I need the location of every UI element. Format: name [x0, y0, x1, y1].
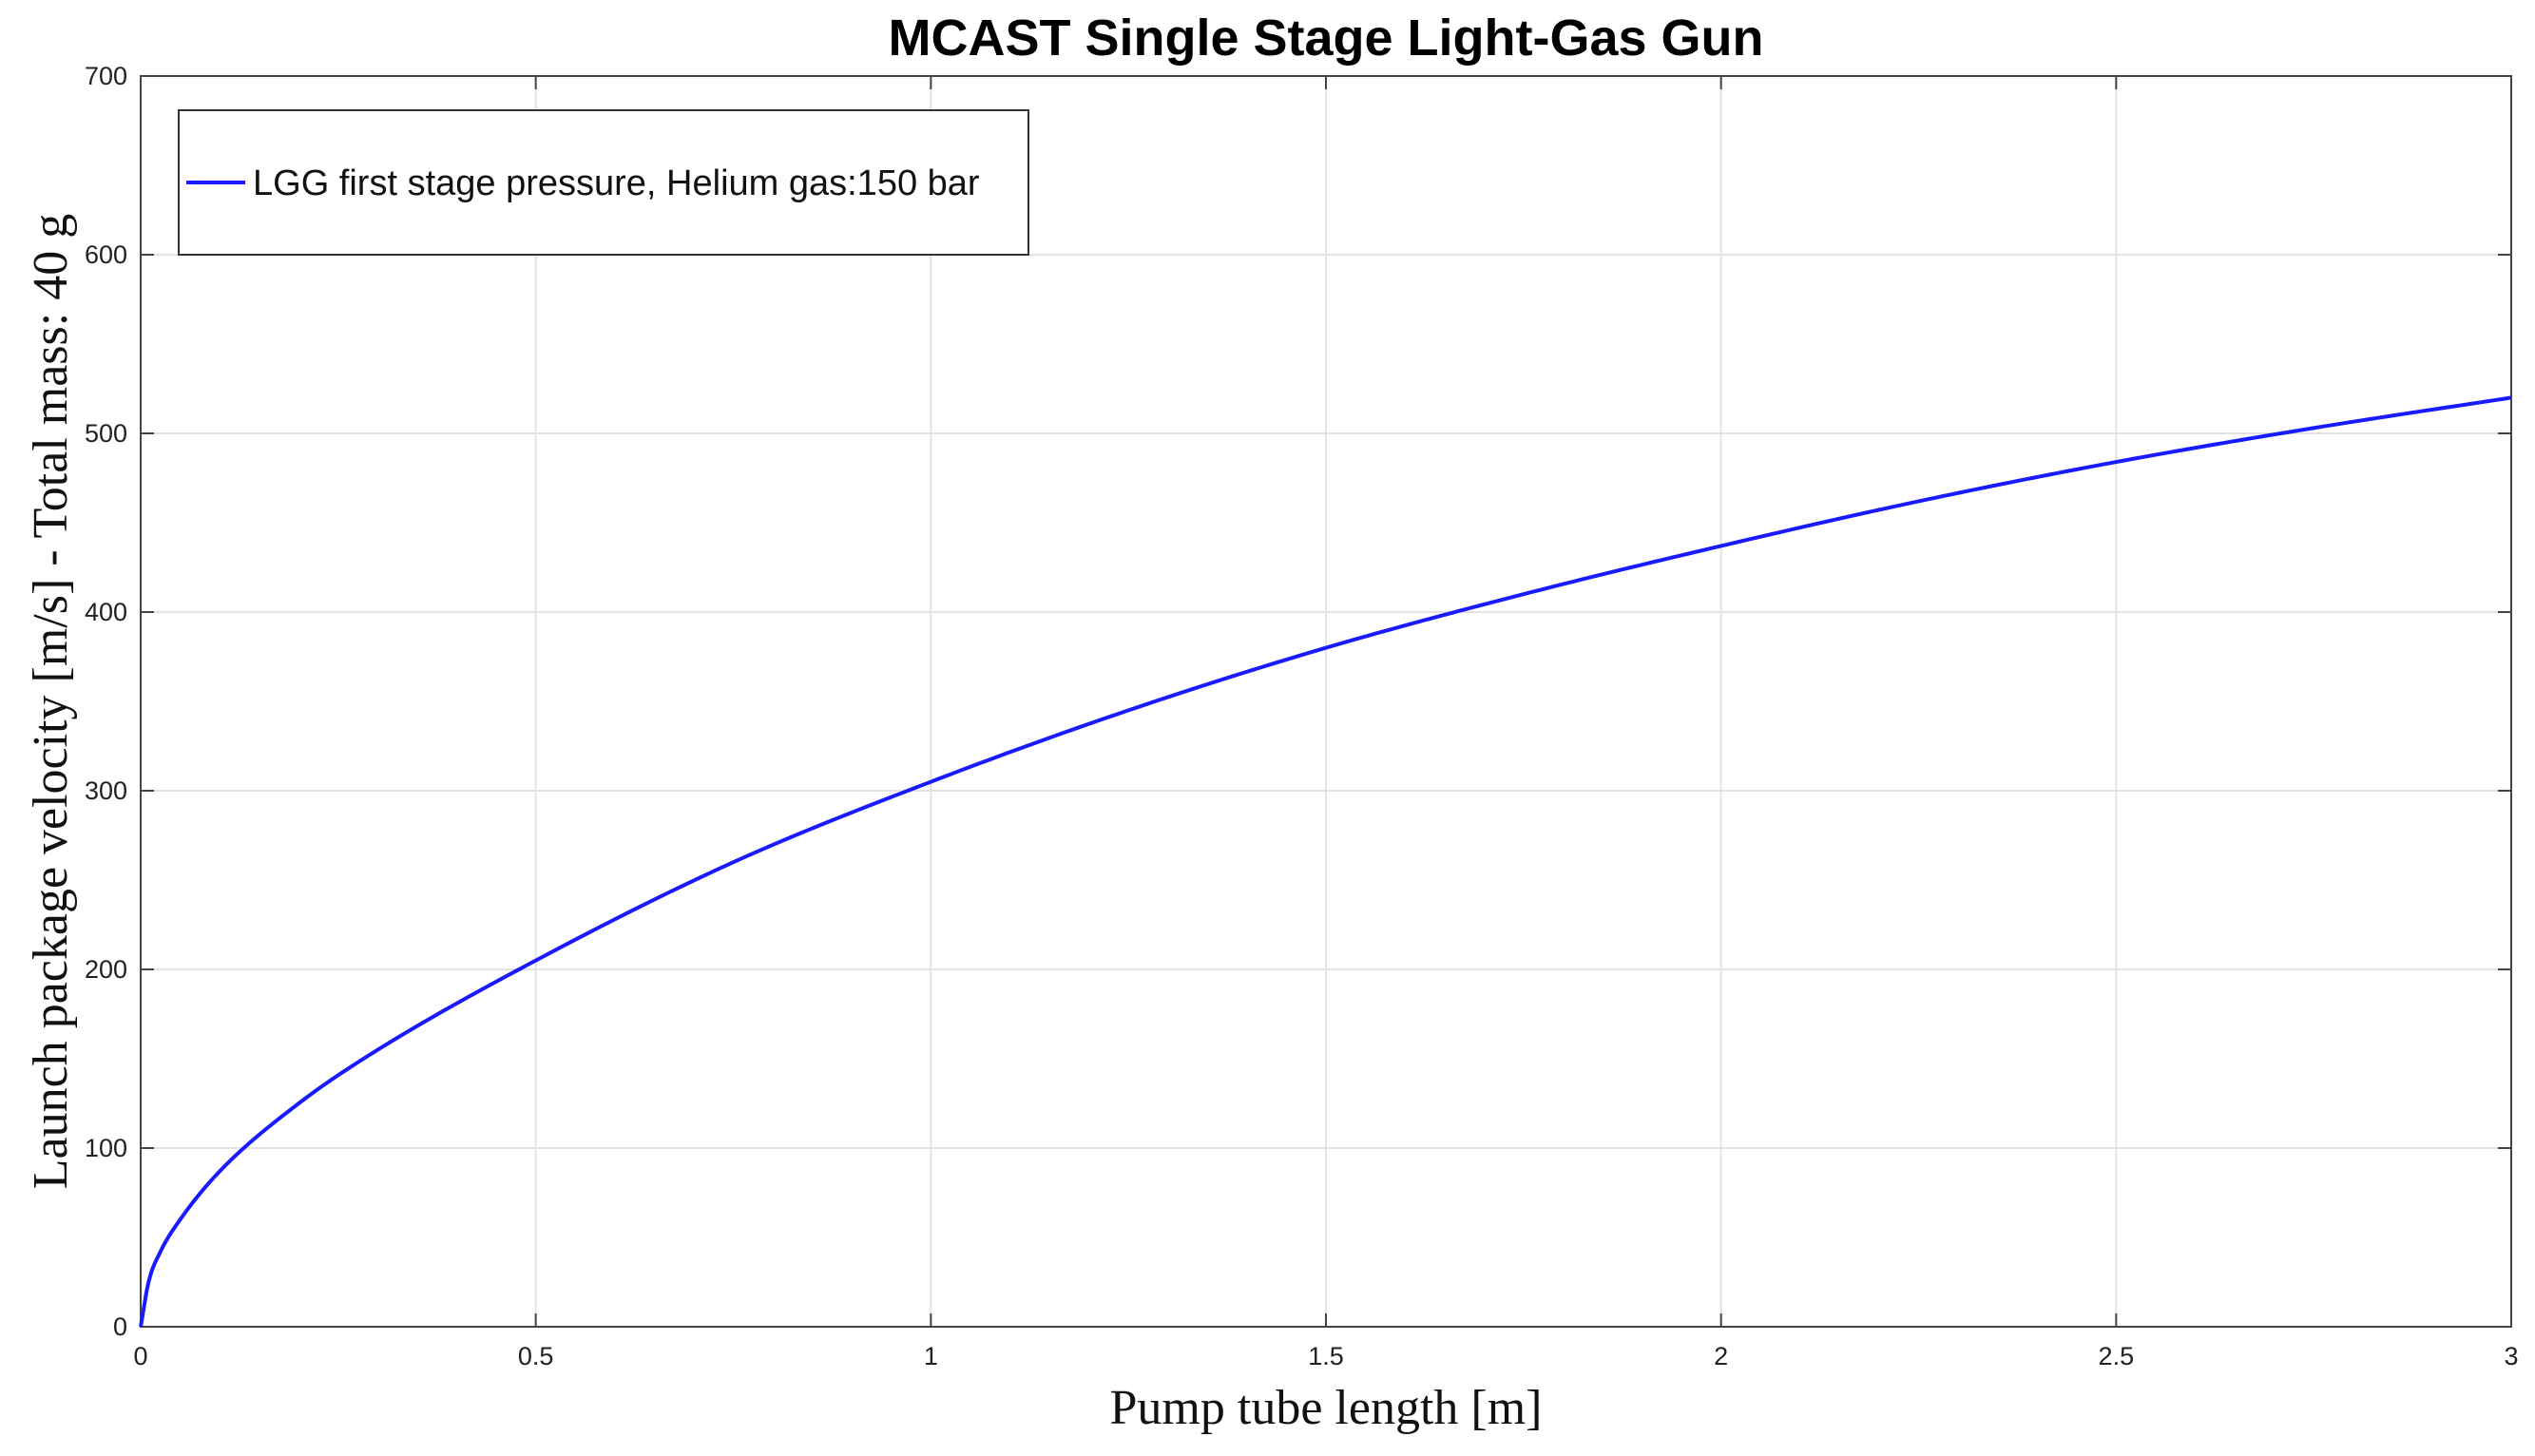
- legend-entry-label: LGG first stage pressure, Helium gas:150…: [253, 163, 980, 203]
- series-line-0: [139, 395, 2512, 1328]
- x-tick-label: 3: [2504, 1342, 2518, 1370]
- x-tick-label: 0: [133, 1342, 147, 1370]
- x-tick-label: 1: [924, 1342, 938, 1370]
- series-layer: [139, 395, 2512, 1328]
- grid: [141, 76, 2511, 1327]
- x-axis-label: Pump tube length [m]: [1110, 1381, 1543, 1435]
- chart-title: MCAST Single Stage Light-Gas Gun: [888, 10, 1763, 67]
- y-tick-label: 200: [85, 955, 127, 984]
- y-tick-label: 300: [85, 776, 127, 805]
- x-tick-label: 0.5: [518, 1342, 554, 1370]
- x-tick-label: 1.5: [1308, 1342, 1344, 1370]
- y-axis-label: Launch package velocity [m/s] - Total ma…: [24, 214, 78, 1189]
- y-tick-label: 600: [85, 240, 127, 269]
- y-tick-label: 400: [85, 598, 127, 626]
- y-tick-label: 500: [85, 419, 127, 448]
- y-tick-label: 0: [113, 1312, 127, 1341]
- y-tick-label: 700: [85, 62, 127, 90]
- x-tick-label: 2: [1714, 1342, 1728, 1370]
- x-tick-label: 2.5: [2099, 1342, 2135, 1370]
- legend: LGG first stage pressure, Helium gas:150…: [178, 109, 1029, 256]
- legend-box: [178, 109, 1029, 256]
- y-tick-label: 100: [85, 1134, 127, 1162]
- axis-ticks: 0 0.5 1 1.5 2 2.5 3 0 100 200 300 400 500 600 700: [85, 62, 2519, 1370]
